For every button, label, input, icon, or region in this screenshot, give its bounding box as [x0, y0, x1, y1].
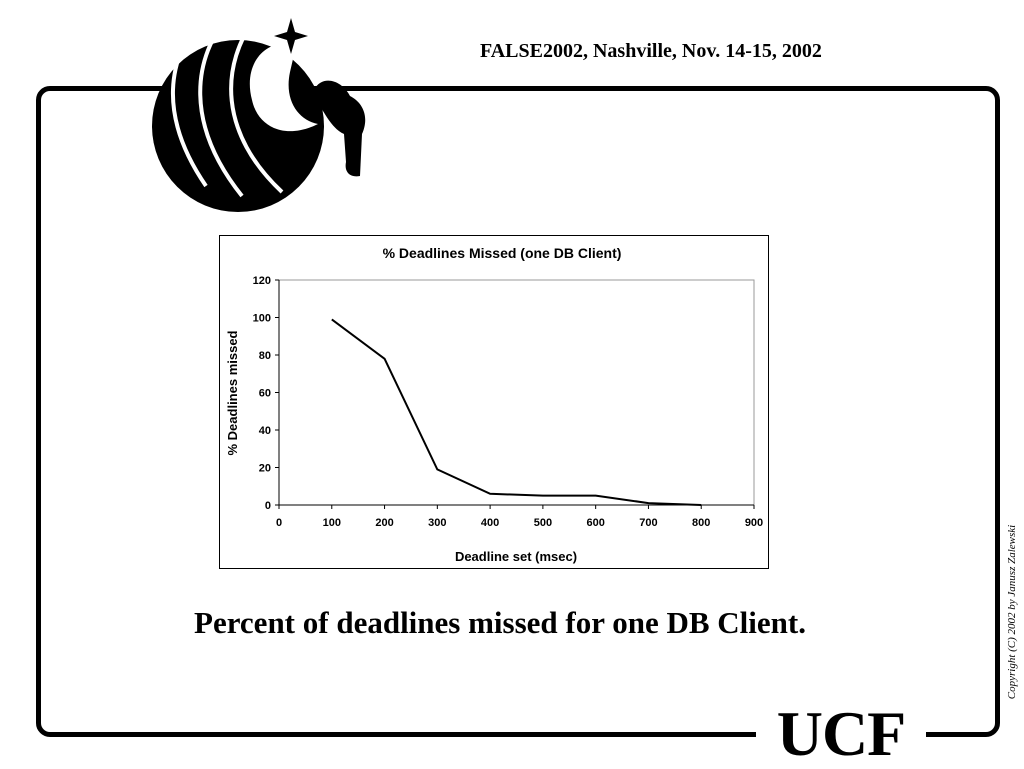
copyright-notice: Copyright (C) 2002 by Janusz Zalewski	[1006, 524, 1018, 700]
x-tick-label: 400	[481, 517, 499, 529]
series-line	[331, 318, 702, 506]
chart-container: % Deadlines Missed (one DB Client) 0 20 40…	[219, 235, 769, 569]
y-axis-label: % Deadlines missed	[225, 330, 240, 455]
y-tick-label: 60	[259, 388, 271, 400]
ucf-wordmark: UCF	[756, 700, 926, 768]
x-axis-ticks: 0 100 200 300 400 500 600 700 800 900	[276, 505, 763, 529]
x-tick-label: 600	[586, 517, 604, 529]
ucf-pegasus-logo-icon	[152, 10, 366, 212]
slide-caption: Percent of deadlines missed for one DB C…	[194, 605, 806, 640]
x-tick-label: 500	[534, 517, 552, 529]
x-axis-label: Deadline set (msec)	[455, 549, 577, 564]
y-tick-label: 100	[253, 313, 271, 325]
event-header: FALSE2002, Nashville, Nov. 14-15, 2002	[480, 40, 822, 62]
chart-title: % Deadlines Missed (one DB Client)	[383, 245, 622, 261]
x-tick-label: 900	[745, 517, 763, 529]
slide-frame	[36, 86, 1000, 737]
y-tick-label: 40	[259, 425, 271, 437]
y-tick-label: 120	[253, 275, 271, 287]
x-tick-label: 200	[375, 517, 393, 529]
y-tick-label: 0	[265, 500, 271, 512]
y-tick-label: 80	[259, 350, 271, 362]
x-tick-label: 800	[692, 517, 710, 529]
y-tick-label: 20	[259, 463, 271, 475]
deadlines-missed-chart: % Deadlines Missed (one DB Client) 0 20 40…	[225, 245, 763, 564]
y-axis-ticks: 0 20 40 60 80 100 120	[253, 275, 279, 512]
x-tick-label: 100	[323, 517, 341, 529]
plot-area	[278, 279, 755, 506]
x-tick-label: 300	[428, 517, 446, 529]
x-tick-label: 0	[276, 517, 282, 529]
x-tick-label: 700	[639, 517, 657, 529]
